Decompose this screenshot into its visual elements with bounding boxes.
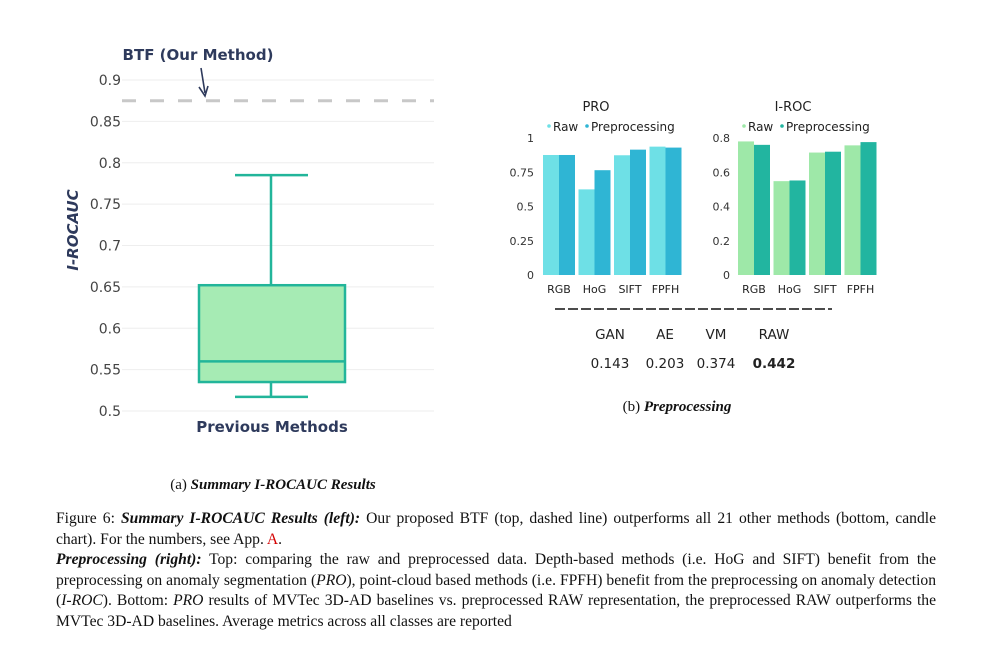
- btf-arrow-icon: [198, 67, 209, 98]
- caption-paragraph-2: Preprocessing (right): Top: comparing th…: [56, 551, 937, 630]
- iroc-bar-rgb-preprocessing: [754, 144, 770, 275]
- iroc-x-tick-labels: RGB HoG SIFT FPFH: [742, 283, 874, 296]
- pro-x-tick-label: HoG: [583, 283, 607, 296]
- iroc-x-tick-label: FPFH: [847, 283, 875, 296]
- figure-caption: Figure 6: Summary I-ROCAUC Results (left…: [56, 509, 936, 633]
- pro-bars: [543, 146, 682, 275]
- iroc-y-tick-label: 0.4: [713, 201, 731, 214]
- pro-bar-rgb-preprocessing: [559, 154, 575, 275]
- box-iqr: [197, 283, 347, 384]
- iroc-chart-title: I-ROC: [775, 100, 812, 115]
- iroc-bar-fpfh-preprocessing: [860, 142, 877, 275]
- iroc-bar-hog-preprocessing: [789, 180, 806, 275]
- iroc-bar-chart: I-ROC Raw Preprocessing 0.8 0.6 0.4 0.2 0 RGB…: [713, 100, 877, 296]
- pro-x-tick-label: FPFH: [652, 283, 680, 296]
- table-value-gan: 0.143: [591, 356, 630, 372]
- subcaption-a: (a) Summary I-ROCAUC Results: [170, 477, 376, 493]
- pro-y-tick-label: 0.25: [510, 235, 535, 248]
- box-plot-panel: 0.9 0.85 0.8 0.75 0.7 0.65 0.6 0.55 0.5 I-ROCAUC…: [64, 46, 434, 436]
- iroc-x-tick-label: RGB: [742, 283, 766, 296]
- box-y-tick-label: 0.65: [90, 280, 121, 296]
- table-header-ae: AE: [656, 327, 674, 343]
- pro-bar-hog-preprocessing: [594, 170, 611, 275]
- iroc-y-tick-label: 0.2: [713, 235, 731, 248]
- iroc-y-ticks: 0.8 0.6 0.4 0.2 0: [713, 132, 731, 282]
- iroc-x-tick-label: HoG: [778, 283, 802, 296]
- box-y-tick-label: 0.8: [99, 156, 121, 172]
- iroc-bars: [738, 141, 877, 275]
- pro-y-tick-label: 0.75: [510, 166, 535, 179]
- box-y-ticks: 0.9 0.85 0.8 0.75 0.7 0.65 0.6 0.55 0.5: [90, 73, 121, 420]
- pro-bar-fpfh-raw: [649, 146, 666, 275]
- box-category-label: Previous Methods: [196, 418, 348, 436]
- iroc-y-tick-label: 0.8: [713, 132, 731, 145]
- iroc-legend-raw: Raw: [748, 120, 773, 134]
- pro-y-tick-label: 1: [527, 132, 534, 145]
- pro-bar-fpfh-preprocessing: [665, 147, 682, 275]
- pro-bar-hog-raw: [578, 189, 595, 275]
- iroc-bar-rgb-raw: [738, 141, 754, 275]
- iroc-bar-hog-raw: [773, 181, 790, 275]
- box-y-tick-label: 0.6: [99, 321, 121, 337]
- box-y-axis-label: I-ROCAUC: [64, 189, 82, 270]
- baseline-table: GAN AE VM RAW 0.143 0.203 0.374 0.442: [591, 327, 796, 372]
- box-y-tick-label: 0.5: [99, 404, 121, 420]
- pro-legend-preprocessing: Preprocessing: [591, 120, 675, 134]
- pro-x-tick-label: RGB: [547, 283, 571, 296]
- pro-legend-raw-marker: [547, 124, 551, 128]
- pro-bar-chart: PRO Raw Preprocessing 1 0.75 0.5 0.25 0 RGB Ho…: [510, 100, 682, 296]
- pro-bar-sift-raw: [614, 155, 630, 275]
- box-y-tick-label: 0.85: [90, 114, 121, 130]
- iroc-bar-fpfh-raw: [844, 145, 861, 275]
- pro-y-ticks: 1 0.75 0.5 0.25 0: [510, 132, 535, 282]
- table-header-gan: GAN: [595, 327, 625, 343]
- box-y-tick-label: 0.75: [90, 197, 121, 213]
- iroc-y-tick-label: 0.6: [713, 166, 731, 179]
- iroc-legend-raw-marker: [742, 124, 746, 128]
- table-header-raw: RAW: [759, 327, 790, 343]
- caption-paragraph-1: Figure 6: Summary I-ROCAUC Results (left…: [56, 510, 936, 548]
- pro-legend: Raw Preprocessing: [547, 120, 675, 134]
- iroc-legend-preprocessing: Preprocessing: [786, 120, 870, 134]
- btf-reference-label: BTF (Our Method): [123, 46, 274, 64]
- table-header-vm: VM: [706, 327, 727, 343]
- table-value-vm: 0.374: [697, 356, 736, 372]
- pro-legend-preprocessing-marker: [585, 124, 589, 128]
- pro-y-tick-label: 0: [527, 269, 534, 282]
- pro-y-tick-label: 0.5: [517, 201, 535, 214]
- pro-x-tick-labels: RGB HoG SIFT FPFH: [547, 283, 679, 296]
- box-marks: [197, 173, 347, 399]
- iroc-bar-sift-preprocessing: [825, 151, 841, 275]
- iroc-x-tick-label: SIFT: [813, 283, 836, 296]
- iroc-bar-sift-raw: [809, 152, 825, 275]
- box-y-tick-label: 0.7: [99, 239, 121, 255]
- box-y-tick-label: 0.9: [99, 73, 121, 89]
- pro-bar-rgb-raw: [543, 154, 559, 275]
- box-y-tick-label: 0.55: [90, 363, 121, 379]
- iroc-legend: Raw Preprocessing: [742, 120, 870, 134]
- pro-x-tick-label: SIFT: [618, 283, 641, 296]
- pro-legend-raw: Raw: [553, 120, 578, 134]
- table-value-ae: 0.203: [646, 356, 685, 372]
- table-value-raw: 0.442: [753, 356, 796, 372]
- pro-chart-title: PRO: [582, 100, 609, 115]
- subcaption-b: (b) Preprocessing: [622, 399, 732, 415]
- pro-bar-sift-preprocessing: [630, 149, 646, 275]
- iroc-legend-preprocessing-marker: [780, 124, 784, 128]
- iroc-y-tick-label: 0: [723, 269, 730, 282]
- appendix-link[interactable]: A: [266, 530, 279, 548]
